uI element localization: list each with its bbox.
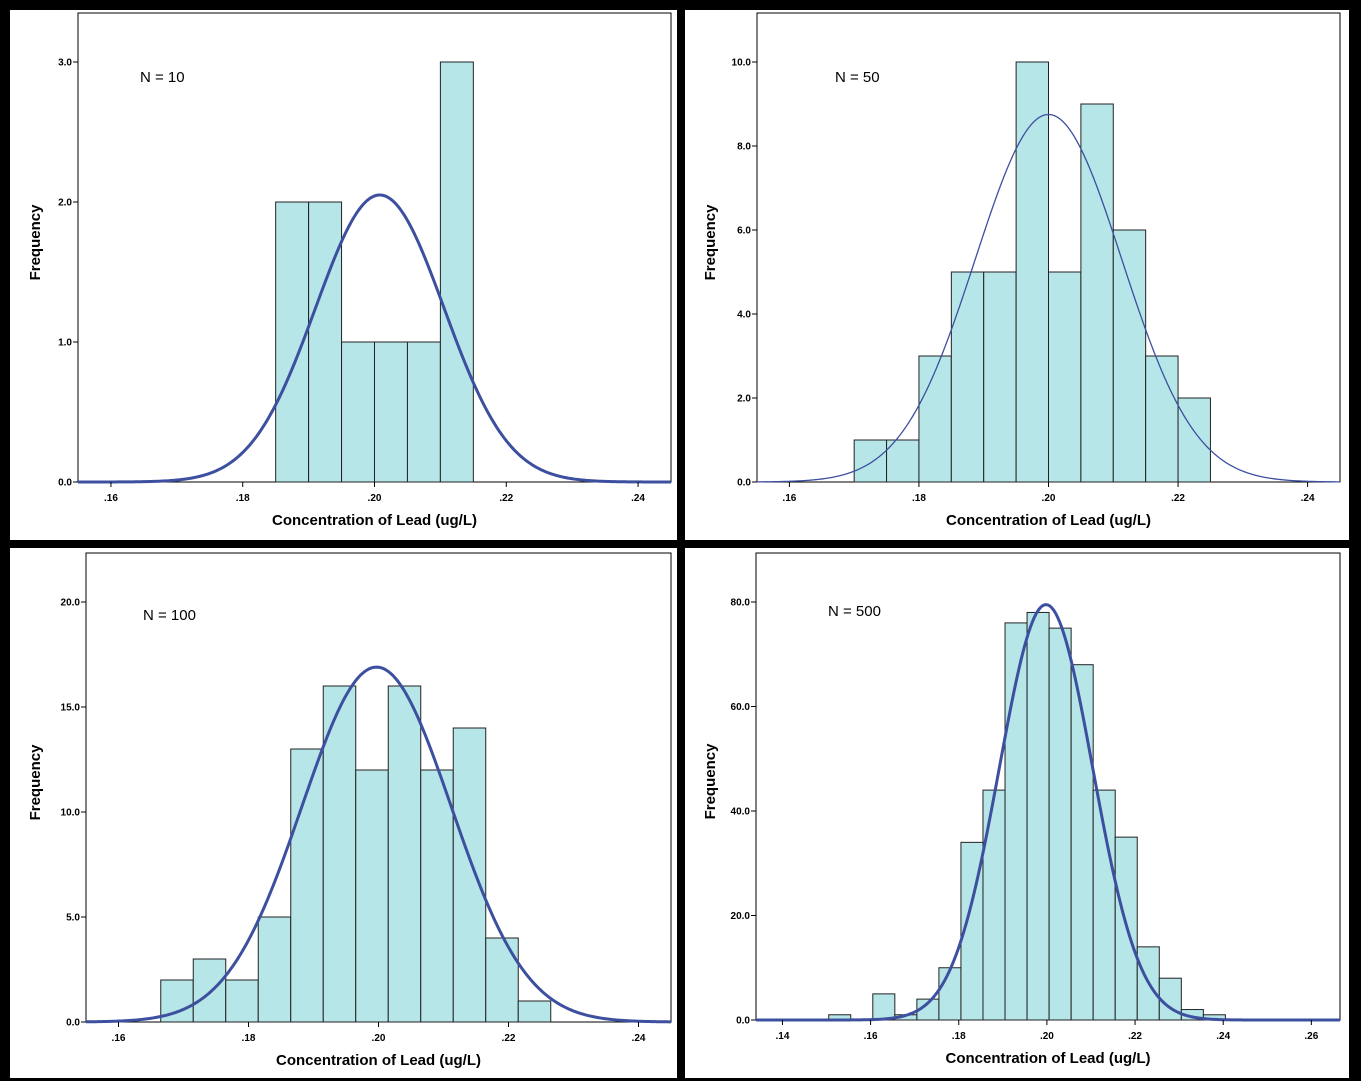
x-tick-label: .18	[242, 1033, 256, 1044]
x-tick-label: .24	[1301, 493, 1315, 504]
histogram-bar	[1015, 61, 1050, 483]
y-tick-label: 2.0	[737, 394, 751, 405]
y-tick-label: 8.0	[737, 142, 751, 153]
histogram-bar	[982, 789, 1006, 1021]
sample-size-label: N = 100	[143, 607, 196, 624]
histogram-bar	[192, 958, 227, 1023]
y-tick-label: 10.0	[732, 58, 752, 69]
x-tick-label: .18	[236, 493, 250, 504]
y-tick-label: 4.0	[737, 310, 751, 321]
y-axis-title: Frequency	[702, 743, 719, 820]
x-tick-label: .16	[112, 1033, 126, 1044]
histogram-bar	[452, 727, 487, 1023]
y-tick-label: 20.0	[61, 598, 81, 609]
x-axis-title: Concentration of Lead (ug/L)	[276, 1052, 481, 1069]
histogram-panel-n50: 0.0 2.0 4.0 6.0 8.0 10.0 .16 .18 .20 .22 .24 Concen…	[685, 10, 1349, 540]
histogram-bar	[439, 61, 474, 483]
x-tick-label: .20	[372, 1033, 386, 1044]
histogram-bar	[308, 201, 343, 483]
x-tick-label: .14	[775, 1031, 789, 1042]
histogram-bar	[406, 341, 441, 483]
histogram-bar	[1177, 397, 1211, 483]
y-axis-title: Frequency	[27, 744, 44, 821]
y-axis-title: Frequency	[27, 204, 44, 281]
x-axis-title: Concentration of Lead (ug/L)	[946, 512, 1151, 529]
histogram-bar	[950, 271, 985, 483]
histogram-bar	[341, 341, 375, 483]
x-tick-label: .24	[632, 1033, 646, 1044]
histogram-bar	[872, 993, 896, 1021]
histogram-panel-n500: 0.0 20.0 40.0 60.0 80.0 .14 .16 .18 .20 .22 .24 .26…	[685, 548, 1349, 1078]
histogram-bar	[387, 685, 422, 1023]
x-tick-label: .22	[1128, 1031, 1142, 1042]
x-tick-label: .20	[1042, 493, 1056, 504]
histogram-panel-n100: 0.0 5.0 10.0 15.0 20.0 .16 .18 .20 .22 .24 Concent…	[10, 548, 677, 1078]
histogram-bar	[886, 439, 920, 483]
y-tick-label: 0.0	[58, 478, 72, 489]
x-tick-label: .20	[1040, 1031, 1054, 1042]
histogram-bar	[983, 271, 1017, 483]
y-tick-label: 60.0	[731, 702, 751, 713]
x-tick-label: .16	[864, 1031, 878, 1042]
x-axis-title: Concentration of Lead (ug/L)	[946, 1050, 1151, 1067]
y-tick-label: 3.0	[58, 58, 72, 69]
x-tick-label: .18	[952, 1031, 966, 1042]
y-tick-label: 6.0	[737, 226, 751, 237]
histogram-bar	[1145, 355, 1179, 483]
x-axis-title: Concentration of Lead (ug/L)	[272, 512, 477, 529]
histogram-bar	[485, 937, 519, 1023]
histogram-bar	[355, 769, 389, 1023]
x-tick-label: .24	[1216, 1031, 1230, 1042]
y-tick-label: 40.0	[731, 807, 751, 818]
x-tick-label: .16	[104, 493, 118, 504]
y-tick-label: 0.0	[66, 1018, 80, 1029]
sample-size-label: N = 10	[140, 69, 185, 86]
sample-size-label: N = 50	[835, 69, 880, 86]
normal-curve	[756, 603, 1340, 1022]
y-tick-label: 0.0	[737, 478, 751, 489]
x-tick-label: .20	[368, 493, 382, 504]
x-tick-label: .18	[912, 493, 926, 504]
y-tick-label: 20.0	[731, 911, 751, 922]
histogram-bar	[1112, 229, 1147, 483]
y-tick-label: 2.0	[58, 198, 72, 209]
histogram-bar	[225, 979, 259, 1023]
x-tick-label: .22	[1171, 493, 1185, 504]
x-tick-label: .16	[782, 493, 796, 504]
histogram-bar	[853, 439, 888, 483]
y-tick-label: 5.0	[66, 913, 80, 924]
histogram-bar	[1026, 611, 1050, 1021]
histogram-bar	[918, 355, 952, 483]
x-tick-label: .26	[1304, 1031, 1318, 1042]
normal-curve	[85, 665, 672, 1024]
normal-curve	[756, 113, 1341, 483]
y-tick-label: 1.0	[58, 338, 72, 349]
histogram-panel-n10: 0.0 1.0 2.0 3.0 .16 .18 .20 .22 .24 Concentration…	[10, 10, 677, 540]
x-tick-label: .22	[502, 1033, 516, 1044]
y-axis-title: Frequency	[702, 204, 719, 281]
histogram-bar	[938, 967, 962, 1021]
histogram-bar	[1080, 103, 1114, 483]
histogram-bar	[517, 1000, 552, 1023]
histogram-bar	[1048, 271, 1082, 483]
histogram-chart-n500: 0.0 20.0 40.0 60.0 80.0 .14 .16 .18 .20 .22 .24 .26…	[702, 552, 1341, 1067]
histogram-bar	[1048, 627, 1072, 1021]
normal-curve	[77, 193, 671, 484]
sample-size-label: N = 500	[828, 603, 881, 620]
y-tick-label: 10.0	[61, 808, 81, 819]
y-tick-label: 0.0	[736, 1016, 750, 1027]
y-tick-label: 80.0	[731, 598, 751, 609]
histogram-chart-n100: 0.0 5.0 10.0 15.0 20.0 .16 .18 .20 .22 .24 Concent…	[27, 552, 672, 1069]
x-tick-label: .24	[631, 493, 645, 504]
y-tick-label: 15.0	[61, 703, 81, 714]
histogram-bar	[257, 916, 292, 1023]
x-tick-label: .22	[499, 493, 513, 504]
histogram-chart-n50: 0.0 2.0 4.0 6.0 8.0 10.0 .16 .18 .20 .22 .24 Concen…	[702, 12, 1341, 529]
histogram-chart-n10: 0.0 1.0 2.0 3.0 .16 .18 .20 .22 .24 Concentration…	[27, 12, 672, 529]
histogram-bar	[374, 341, 408, 483]
histogram-bar	[420, 769, 454, 1023]
